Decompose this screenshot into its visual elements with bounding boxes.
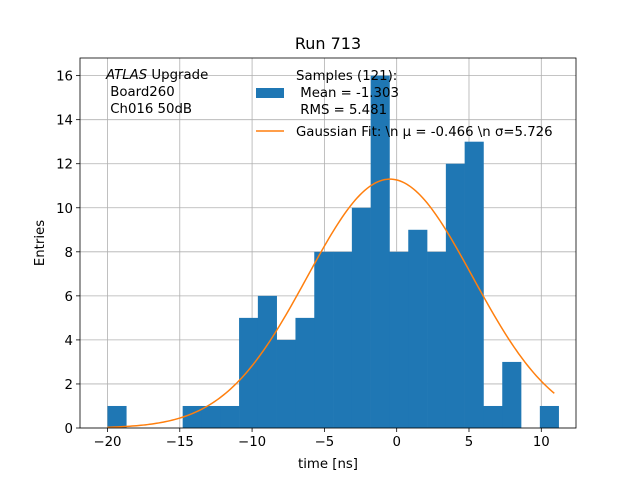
annotation-line-2: Board260 (106, 85, 175, 100)
histogram-bar (464, 141, 484, 428)
histogram-bar (408, 229, 428, 428)
legend-label-samples-line-1: Samples (121): (296, 69, 397, 84)
gaussian-fit-line (107, 178, 555, 429)
y-tick-label: 2 (65, 378, 73, 393)
x-axis-label: time [ns] (298, 457, 358, 472)
legend-label-fit: Gaussian Fit: \n μ = -0.466 \n σ=5.726 (296, 125, 553, 140)
annotation-box: ATLAS Upgrade Board260 Ch016 50dB (105, 68, 208, 117)
x-tick-label: −20 (93, 435, 121, 450)
histogram-bar (502, 361, 522, 428)
y-tick-label: 10 (56, 202, 73, 217)
histogram-bar (220, 405, 240, 428)
histogram-bar (539, 405, 559, 428)
histogram-bar (314, 251, 334, 428)
annotation-atlas: ATLAS (105, 68, 148, 83)
histogram-bar (427, 251, 447, 428)
histogram-bar (389, 251, 409, 428)
x-axis-ticks: −20 −15 −10 −5 0 5 10 (93, 428, 550, 450)
plot-frame (79, 57, 577, 429)
chart-title: Run 713 (295, 34, 361, 53)
histogram-bars (107, 75, 559, 428)
histogram-bar (351, 207, 371, 428)
histogram-bar (445, 163, 465, 428)
histogram-bar (483, 405, 503, 428)
y-axis-ticks: 0 2 4 6 8 10 12 14 16 (56, 70, 80, 437)
histogram-bar (107, 405, 127, 428)
legend-label-samples-line-3: RMS = 5.481 (296, 103, 387, 118)
gaussian-fit (107, 178, 555, 429)
x-tick-label: 0 (392, 435, 400, 450)
y-tick-label: 0 (65, 422, 73, 437)
histogram-bar (276, 339, 296, 428)
legend-label-samples-line-2: Mean = -1.303 (296, 86, 399, 101)
y-tick-label: 16 (56, 70, 73, 85)
histogram-bar (257, 295, 277, 428)
histogram-bar (295, 317, 315, 428)
y-tick-label: 8 (65, 246, 73, 261)
annotation-line-1: ATLAS Upgrade (105, 68, 208, 83)
annotation-line-3: Ch016 50dB (106, 102, 192, 117)
x-tick-label: −5 (315, 435, 335, 450)
y-tick-label: 4 (65, 334, 73, 349)
y-axis-label: Entries (33, 220, 48, 266)
histogram-bar (182, 405, 202, 428)
x-tick-label: −10 (238, 435, 266, 450)
histogram-bar (333, 251, 353, 428)
y-tick-label: 14 (56, 114, 73, 129)
x-tick-label: −15 (166, 435, 194, 450)
y-tick-label: 12 (56, 158, 73, 173)
legend-swatch-samples (256, 88, 284, 98)
histogram-bar (370, 75, 390, 428)
legend: Samples (121): Mean = -1.303 RMS = 5.481… (256, 69, 553, 140)
histogram-bar (239, 317, 259, 428)
x-tick-label: 5 (465, 435, 473, 450)
y-tick-label: 6 (65, 290, 73, 305)
annotation-upgrade: Upgrade (147, 68, 208, 83)
histogram-bar (201, 405, 221, 428)
x-tick-label: 10 (533, 435, 550, 450)
